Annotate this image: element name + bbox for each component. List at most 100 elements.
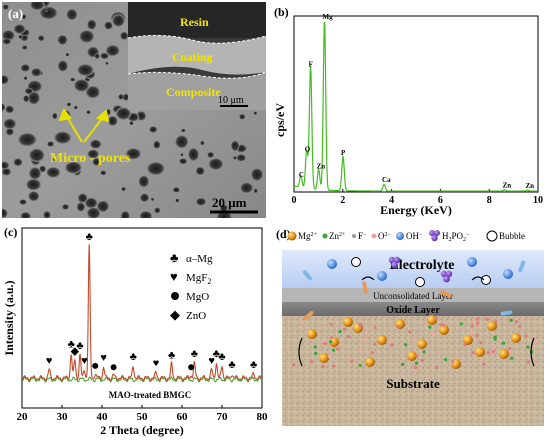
pore (86, 207, 101, 220)
circle-icon (171, 292, 179, 300)
pore (208, 157, 224, 171)
ion-dot (479, 341, 483, 345)
phase-marker: ♣ (76, 340, 83, 352)
pore (84, 197, 98, 209)
ion-dot (535, 340, 539, 344)
ion-capsule (362, 281, 368, 294)
pore (89, 139, 102, 149)
panel-a: Resin Coating Composite 10 μm Micro - po… (0, 0, 267, 224)
ion-dot (491, 349, 496, 354)
ion-dot (428, 325, 432, 329)
xrd-x-tick-label: 60 (177, 411, 189, 423)
pore (1, 29, 16, 41)
pore (3, 118, 17, 130)
ion-dot (404, 343, 408, 347)
ion-dot (329, 322, 333, 326)
pore (180, 153, 184, 157)
phase-marker: ♣ (130, 351, 137, 363)
eds-peak-label: F (309, 61, 313, 69)
ion-dot (476, 321, 480, 325)
mg-ion (487, 321, 497, 331)
eds-x-tick-label: 10 (533, 195, 543, 206)
phase-marker: ♥ (81, 355, 88, 367)
pore (149, 126, 158, 133)
pore (52, 112, 58, 120)
pore (105, 61, 109, 65)
pore (23, 76, 28, 81)
ion-dot (313, 345, 317, 349)
ion-dot (373, 326, 377, 330)
pore (65, 52, 70, 57)
legend-mgo: MgO (186, 291, 209, 303)
pore (195, 166, 205, 176)
eds-plot-frame (293, 15, 539, 193)
ion-dot (338, 329, 342, 334)
pore (112, 14, 125, 28)
pore (17, 132, 37, 147)
ion-dot (509, 318, 513, 322)
eds-peak-label: Ca (382, 176, 391, 184)
oh-ion (467, 257, 477, 267)
pore (13, 158, 23, 167)
cross-section-inset: Resin Coating Composite 10 μm (127, 2, 267, 110)
inset-label-coating: Coating (172, 50, 213, 64)
ion-dot (470, 330, 474, 334)
mgo-marker (188, 364, 195, 371)
ion-dot (526, 360, 530, 364)
ion-dot (408, 330, 412, 334)
ion-dot (459, 322, 464, 326)
mg-ion (377, 335, 387, 345)
inset-label-composite: Composite (166, 85, 221, 99)
xrd-series-label: MAO-treated BMGC (109, 390, 192, 400)
ion-capsule (303, 310, 314, 320)
ion-dot (533, 334, 537, 338)
substrate-layer (282, 316, 544, 426)
ion-capsule (302, 270, 312, 281)
unconsolidated-layer (282, 288, 544, 302)
eds-peak-label: Mg (323, 13, 334, 21)
ion-dot (310, 360, 314, 364)
eds-xlabel: Energy (KeV) (380, 203, 452, 217)
pore (0, 161, 10, 170)
pore (0, 208, 8, 219)
oh-ion-icon (396, 232, 404, 240)
ion-capsule (500, 310, 513, 316)
ion-capsule (518, 260, 526, 273)
ion-dot (494, 319, 498, 324)
phase-marker: ♥ (208, 355, 215, 367)
ion-dot (346, 335, 351, 339)
pore (29, 0, 45, 11)
phase-marker: ♣ (168, 349, 175, 361)
ion-dot (471, 350, 475, 355)
ion-dot (508, 346, 512, 350)
pore (76, 202, 86, 212)
ion-dot (363, 337, 367, 342)
legend-zno: ZnO (186, 310, 206, 322)
mechanism-schematic: (d) Mg2+ Zn2+ F− O2− OH− H2PO2− Bubble E… (276, 227, 544, 426)
phase-marker: ♥ (100, 352, 107, 364)
h2po2-ion (440, 270, 448, 278)
phase-marker: ♣ (213, 348, 220, 360)
pore (20, 211, 31, 220)
ion-dot (301, 321, 305, 325)
ion-dot (444, 357, 448, 362)
bubble (351, 257, 361, 267)
ion-dot (314, 351, 318, 356)
ion-dot (332, 364, 336, 368)
oxide-layer (282, 302, 544, 316)
ion-dot (373, 342, 377, 346)
mg-ion-icon (287, 231, 297, 241)
legend-mgf2: MgF2 (186, 272, 211, 286)
pore (253, 111, 258, 115)
ion-dot (323, 341, 327, 346)
pore (79, 29, 95, 43)
panel-b-label: (b) (274, 5, 289, 19)
xrd-x-tick-label: 20 (17, 411, 29, 423)
phase-marker: ♣ (86, 231, 93, 243)
inset-scale-label: 10 μm (218, 95, 244, 106)
xrd-x-tick-label: 40 (97, 411, 109, 423)
mechanism-legend: Mg2+ Zn2+ F− O2− OH− H2PO2− Bubble (287, 230, 525, 243)
pore (28, 191, 40, 202)
eds-ylabel: cps/eV (273, 103, 287, 137)
ion-dot (350, 359, 354, 363)
